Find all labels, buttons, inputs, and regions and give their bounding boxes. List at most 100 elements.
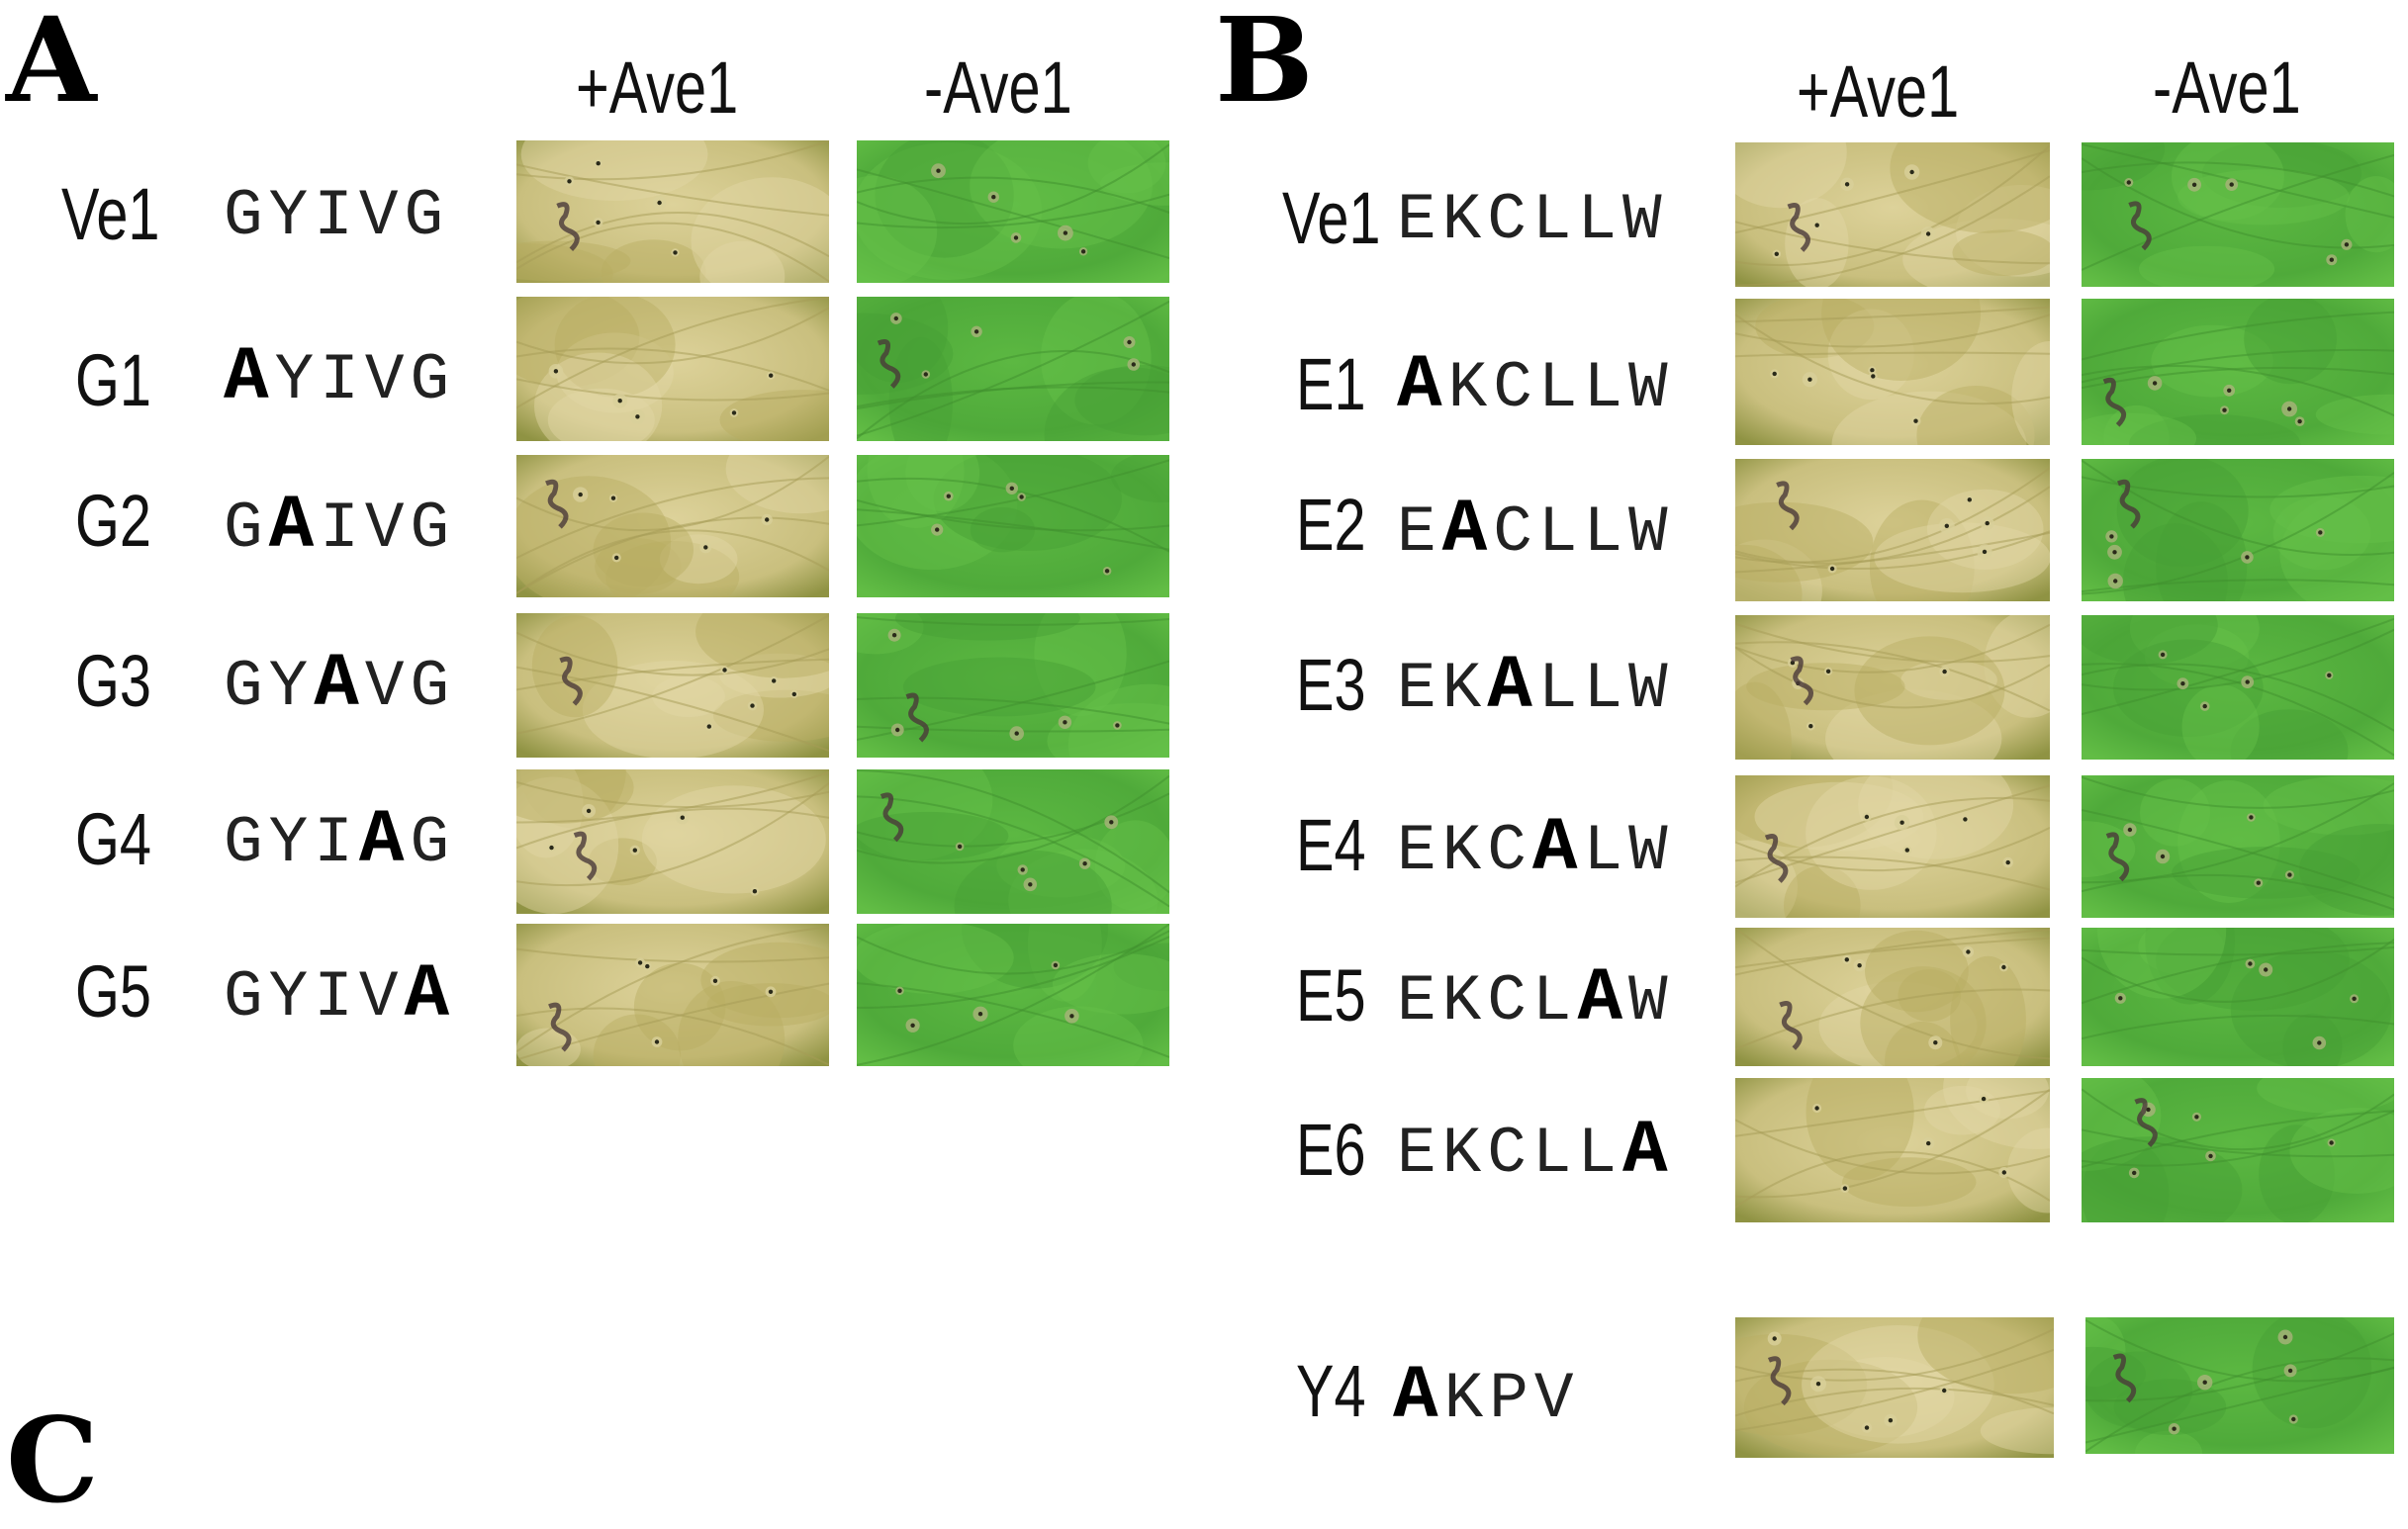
residue: K: [1441, 1117, 1488, 1191]
sequence: EKCLLW: [1397, 188, 1668, 253]
residue: K: [1447, 351, 1494, 425]
panel-b-plus-ave1-leaf-photo-7: [1735, 1317, 2054, 1458]
panel-b-minus-ave1-leaf-photo-7: [2085, 1317, 2394, 1454]
sequence: GYIAG: [224, 803, 455, 878]
residue: V: [1533, 1362, 1580, 1436]
mutated-residue: A: [1441, 488, 1494, 573]
residue: G: [224, 650, 269, 724]
row-label: G2: [75, 480, 152, 562]
residue: E: [1397, 652, 1442, 726]
mutated-residue: A: [1531, 806, 1584, 891]
residue: C: [1493, 495, 1538, 570]
panel-a-minus-ave1-leaf-photo-3: [857, 613, 1169, 758]
residue: V: [364, 650, 411, 724]
residue: I: [320, 343, 365, 417]
residue: C: [1493, 351, 1538, 425]
panel-b-plus-ave1-leaf-photo-2: [1735, 459, 2050, 601]
residue: W: [1628, 652, 1674, 726]
residue: L: [1583, 495, 1629, 570]
residue: V: [364, 492, 411, 566]
sequence: EKCALW: [1397, 811, 1674, 886]
residue: G: [224, 492, 269, 566]
sequence: EKALLW: [1397, 649, 1674, 724]
panel-b-plus-ave1-leaf-photo-3: [1735, 615, 2050, 760]
residue: V: [364, 343, 411, 417]
residue: L: [1531, 964, 1578, 1038]
mutated-residue: A: [358, 798, 411, 883]
residue: K: [1441, 183, 1488, 257]
residue: I: [314, 806, 359, 880]
residue: W: [1628, 351, 1674, 425]
residue: W: [1628, 964, 1674, 1038]
residue: G: [224, 806, 269, 880]
panel-a-minus-ave1-leaf-photo-1: [857, 297, 1169, 441]
row-label: E2: [1296, 484, 1366, 566]
sequence: AYIVG: [224, 340, 455, 415]
residue: C: [1487, 1117, 1532, 1191]
row-label: Ve1: [1282, 177, 1381, 259]
mutated-residue: A: [1487, 644, 1538, 729]
panel-a-plus-ave1-leaf-photo-3: [516, 613, 829, 758]
residue: I: [314, 960, 359, 1034]
panel-a-minus-ave1-leaf-photo-0: [857, 140, 1169, 283]
panel-b-col-minus-ave1: -Ave1: [2153, 46, 2301, 129]
panel-b-minus-ave1-leaf-photo-2: [2082, 459, 2394, 601]
mutated-residue: A: [224, 335, 275, 420]
sequence: AKPV: [1393, 1359, 1579, 1434]
panel-b-minus-ave1-leaf-photo-4: [2082, 775, 2394, 918]
row-label: G1: [75, 339, 152, 421]
residue: K: [1441, 652, 1488, 726]
residue: G: [410, 343, 456, 417]
residue: C: [1487, 964, 1532, 1038]
residue: G: [410, 650, 456, 724]
sequence: GYAVG: [224, 647, 455, 722]
panel-b-plus-ave1-leaf-photo-6: [1735, 1078, 2050, 1222]
mutated-residue: A: [1397, 343, 1448, 428]
residue: E: [1397, 495, 1442, 570]
residue: L: [1583, 652, 1629, 726]
panel-a-plus-ave1-leaf-photo-5: [516, 924, 829, 1066]
residue: G: [410, 492, 456, 566]
row-label: G3: [75, 640, 152, 722]
residue: L: [1537, 495, 1584, 570]
sequence: EKCLAW: [1397, 961, 1674, 1036]
row-label: E1: [1296, 343, 1366, 425]
panel-b-minus-ave1-leaf-photo-0: [2082, 142, 2394, 287]
residue: E: [1397, 814, 1442, 888]
row-label: G4: [75, 798, 152, 880]
residue: L: [1531, 1117, 1578, 1191]
panel-b-minus-ave1-leaf-photo-1: [2082, 299, 2394, 445]
residue: P: [1489, 1362, 1534, 1436]
residue: G: [410, 806, 456, 880]
row-label: Y4: [1296, 1350, 1366, 1432]
residue: C: [1487, 814, 1532, 888]
panel-b-minus-ave1-leaf-photo-5: [2082, 928, 2394, 1066]
residue: L: [1537, 351, 1584, 425]
panel-b-plus-ave1-leaf-photo-0: [1735, 142, 2050, 287]
row-label: G5: [75, 950, 152, 1033]
residue: W: [1628, 814, 1674, 888]
panel-letter-b: B: [1215, 0, 1314, 129]
panel-a-minus-ave1-leaf-photo-5: [857, 924, 1169, 1066]
residue: C: [1487, 183, 1532, 257]
residue: W: [1628, 495, 1674, 570]
panel-b-plus-ave1-leaf-photo-1: [1735, 299, 2050, 445]
mutated-residue: A: [1393, 1354, 1444, 1439]
mutated-residue: A: [314, 642, 365, 727]
sequence: GAIVG: [224, 489, 455, 564]
row-label: E6: [1296, 1109, 1366, 1191]
residue: K: [1441, 964, 1488, 1038]
row-label: E3: [1296, 644, 1366, 726]
sequence: EKCLLA: [1397, 1114, 1674, 1189]
panel-b-col-plus-ave1: +Ave1: [1797, 50, 1960, 133]
residue: Y: [274, 343, 321, 417]
residue: L: [1531, 183, 1578, 257]
panel-b-minus-ave1-leaf-photo-6: [2082, 1078, 2394, 1222]
panel-a-col-plus-ave1: +Ave1: [576, 46, 739, 129]
residue: L: [1577, 183, 1623, 257]
residue: V: [358, 179, 405, 253]
residue: Y: [268, 806, 315, 880]
panel-b-plus-ave1-leaf-photo-4: [1735, 775, 2050, 918]
sequence: AKCLLW: [1397, 348, 1674, 423]
mutated-residue: A: [404, 952, 456, 1037]
